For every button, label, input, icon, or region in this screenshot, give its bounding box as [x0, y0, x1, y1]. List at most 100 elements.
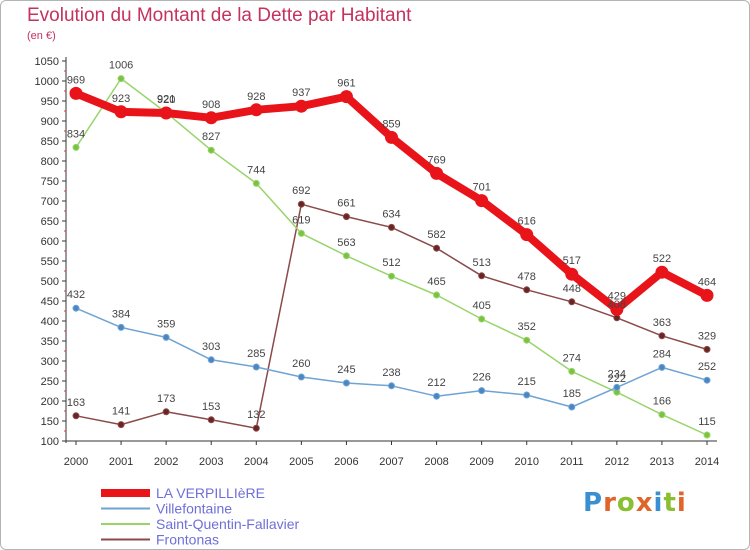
data-label: 238 — [382, 367, 400, 379]
data-label: 303 — [202, 341, 220, 353]
data-point — [433, 244, 441, 252]
x-tick-label: 2006 — [334, 456, 358, 468]
data-point — [162, 408, 170, 416]
data-point — [249, 103, 263, 117]
data-point — [523, 391, 531, 399]
y-tick-label: 750 — [41, 176, 59, 188]
y-tick-label: 100 — [41, 436, 59, 448]
data-point — [388, 272, 395, 280]
data-point — [703, 345, 711, 353]
y-tick-label: 650 — [41, 216, 59, 228]
data-label: 284 — [653, 348, 671, 360]
data-point — [162, 333, 170, 341]
data-label: 359 — [157, 318, 175, 330]
data-label: 405 — [472, 300, 490, 312]
chart-axes: 100 150 200 250 300 350 400 450 500 550 600 650 700 7… — [35, 56, 720, 468]
proxiti-logo: Proxiti — [583, 488, 687, 518]
data-label: 512 — [382, 257, 400, 269]
data-point — [117, 323, 125, 331]
data-point — [204, 111, 218, 125]
data-point — [655, 265, 669, 279]
data-point — [610, 302, 624, 316]
data-label: 141 — [112, 406, 130, 418]
y-tick-label: 200 — [41, 396, 59, 408]
x-tick-label: 2000 — [64, 456, 88, 468]
y-tick-label: 500 — [41, 276, 59, 288]
data-label: 222 — [608, 373, 626, 385]
data-point — [433, 291, 441, 299]
y-tick-label: 700 — [41, 196, 59, 208]
y-tick-label: 450 — [41, 296, 59, 308]
data-label: 692 — [292, 185, 310, 197]
data-label: 465 — [427, 276, 445, 288]
data-point — [252, 363, 260, 371]
data-label: 185 — [563, 388, 581, 400]
data-label: 928 — [247, 91, 265, 103]
data-label: 115 — [698, 416, 716, 428]
x-tick-label: 2012 — [605, 456, 629, 468]
data-label: 921 — [157, 94, 175, 106]
data-label: 215 — [518, 376, 536, 388]
y-tick-label: 250 — [41, 376, 59, 388]
data-point — [342, 379, 350, 387]
data-label: 448 — [563, 283, 581, 295]
data-label: 563 — [337, 237, 355, 249]
data-point — [520, 228, 534, 242]
data-point — [385, 130, 398, 144]
data-point — [523, 286, 531, 294]
data-point — [700, 288, 714, 302]
data-point — [339, 90, 353, 104]
x-tick-label: 2003 — [199, 456, 223, 468]
data-point — [478, 387, 486, 395]
data-label: 634 — [382, 208, 400, 220]
data-label: 352 — [518, 321, 536, 333]
data-point — [72, 143, 80, 151]
data-label: 1006 — [109, 60, 133, 72]
data-label: 173 — [157, 393, 175, 405]
data-point — [294, 99, 308, 113]
x-tick-label: 2007 — [379, 456, 403, 468]
data-label: 245 — [337, 364, 355, 376]
data-point — [388, 223, 395, 231]
data-label: 961 — [337, 78, 355, 90]
data-point — [658, 363, 666, 371]
data-label: 969 — [67, 74, 85, 86]
data-label: 234 — [608, 368, 626, 380]
series-lines — [69, 75, 714, 439]
legend: LA VERPILLIèREVillefontaineSaint-Quentin… — [101, 485, 300, 548]
chart-subtitle: (en €) — [27, 30, 56, 42]
data-point — [568, 367, 576, 375]
data-label: 384 — [112, 308, 130, 320]
data-label: 582 — [427, 229, 445, 241]
data-label: 464 — [698, 276, 716, 288]
legend-label: Frontonas — [156, 532, 219, 548]
chart-title: Evolution du Montant de la Dette par Hab… — [27, 5, 412, 26]
data-label: 859 — [382, 118, 400, 130]
data-point — [159, 106, 173, 120]
y-tick-label: 300 — [41, 356, 59, 368]
data-point — [703, 376, 711, 384]
data-label: 616 — [518, 216, 536, 228]
data-point — [252, 179, 260, 187]
data-point — [207, 356, 215, 364]
data-point — [252, 424, 260, 432]
x-tick-label: 2008 — [424, 456, 448, 468]
data-point — [388, 382, 395, 390]
data-label: 153 — [202, 401, 220, 413]
data-point — [342, 252, 350, 260]
legend-label: Saint-Quentin-Fallavier — [156, 516, 300, 532]
data-point — [72, 412, 80, 420]
x-tick-label: 2002 — [154, 456, 178, 468]
data-label: 517 — [563, 255, 581, 267]
data-point — [613, 383, 621, 391]
data-point — [207, 416, 215, 424]
x-tick-label: 2004 — [244, 456, 268, 468]
data-point — [565, 267, 579, 281]
data-label: 260 — [292, 358, 310, 370]
data-point — [72, 304, 80, 312]
data-point — [478, 272, 486, 280]
y-tick-label: 950 — [41, 96, 59, 108]
data-point — [658, 411, 666, 419]
data-label: 226 — [472, 372, 490, 384]
